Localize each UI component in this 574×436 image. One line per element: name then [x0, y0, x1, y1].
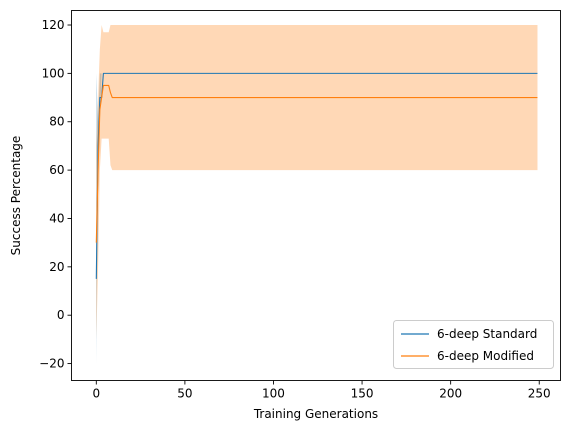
y-tick-label: 100 [42, 66, 65, 80]
x-tick-label: 50 [177, 387, 192, 401]
confidence-bands [96, 25, 538, 364]
legend-label-2: 6-deep Modified [437, 349, 534, 363]
y-tick-label: 20 [49, 260, 64, 274]
x-tick-label: 0 [92, 387, 100, 401]
series-lines [95, 72, 538, 279]
x-tick-label: 100 [262, 387, 285, 401]
confidence-band-2 [96, 25, 538, 340]
y-tick-label: −20 [39, 357, 64, 371]
y-tick-label: 120 [42, 18, 65, 32]
series-line-2 [95, 84, 538, 243]
x-tick-label: 200 [439, 387, 462, 401]
plot-frame [71, 10, 561, 381]
legend-box [393, 320, 554, 369]
x-axis-label: Training Generations [253, 407, 378, 421]
y-tick-label: 60 [49, 163, 64, 177]
y-tick-label: 0 [57, 308, 65, 322]
y-tick-label: 80 [49, 115, 64, 129]
x-tick-label: 150 [351, 387, 374, 401]
y-axis-label: Success Percentage [9, 136, 23, 256]
legend: 6-deep Standard 6-deep Modified [393, 320, 554, 369]
x-tick-label: 250 [528, 387, 551, 401]
x-axis-ticks: 0 50 100 150 200 250 [92, 380, 551, 401]
legend-label-1: 6-deep Standard [437, 327, 537, 341]
y-tick-label: 40 [49, 211, 64, 225]
y-axis-ticks: −20 0 20 40 60 80 100 120 [39, 18, 72, 371]
